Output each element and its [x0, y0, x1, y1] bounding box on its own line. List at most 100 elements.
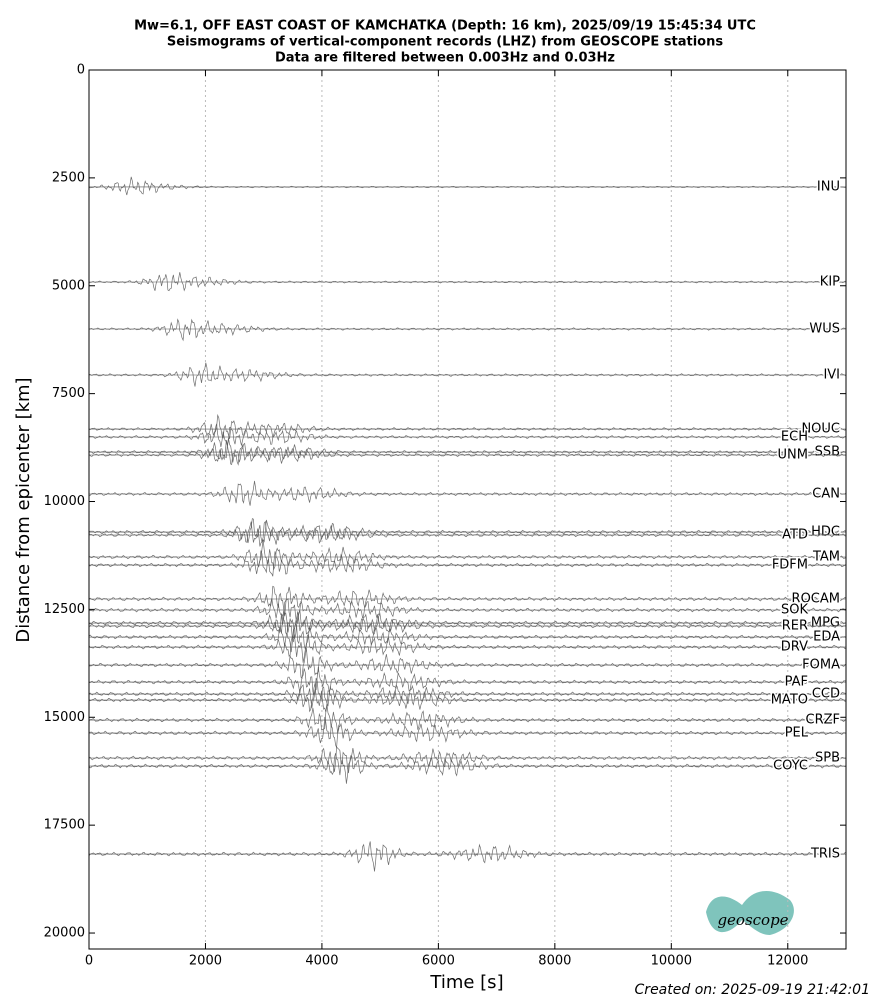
trace — [88, 745, 847, 774]
station-label: HDC — [811, 525, 840, 540]
station-label: TAM — [812, 550, 840, 565]
trace-waveform — [88, 176, 847, 196]
y-tick-label: 2500 — [52, 170, 85, 185]
title-line: Mw=6.1, OFF EAST COAST OF KAMCHATKA (Dep… — [134, 19, 756, 34]
trace — [88, 318, 847, 342]
trace-waveform — [88, 423, 847, 447]
x-tick-label: 12000 — [767, 954, 808, 969]
trace — [88, 597, 847, 625]
trace-waveform — [88, 518, 847, 544]
trace-waveform — [88, 647, 847, 680]
station-label: CRZF — [806, 713, 841, 728]
x-tick-label: 0 — [85, 954, 93, 969]
y-tick-label: 17500 — [44, 818, 85, 833]
station-label: SOK — [781, 603, 808, 618]
trace-waveform — [88, 550, 847, 577]
station-label: NOUC — [801, 422, 840, 437]
trace-waveform — [88, 611, 847, 643]
station-label: DRV — [781, 640, 808, 655]
x-tick-label: 8000 — [538, 954, 571, 969]
station-label: PEL — [785, 726, 809, 741]
station-label: SSB — [815, 445, 840, 460]
trace — [88, 610, 847, 639]
station-label: ATD — [782, 528, 808, 543]
trace — [88, 413, 847, 439]
trace-waveform — [88, 438, 846, 463]
logo: geoscope — [706, 890, 794, 935]
station-label: ROCAM — [792, 591, 840, 606]
trace-waveform — [88, 413, 847, 439]
trace — [88, 272, 847, 292]
station-label: MPG — [811, 616, 840, 631]
x-tick-label: 10000 — [651, 954, 692, 969]
trace-waveform — [88, 634, 847, 663]
trace — [88, 585, 847, 617]
x-tick-label: 4000 — [305, 954, 338, 969]
y-tick-label: 15000 — [44, 710, 85, 725]
y-tick-label: 7500 — [52, 386, 85, 401]
trace — [88, 518, 847, 544]
x-tick-label: 6000 — [422, 954, 455, 969]
station-label: PAF — [785, 675, 808, 690]
station-label: KIP — [820, 275, 840, 290]
y-tick-label: 20000 — [44, 926, 85, 941]
station-label: EDA — [813, 630, 840, 645]
y-tick-label: 0 — [77, 63, 85, 78]
trace — [88, 704, 847, 734]
trace-waveform — [88, 362, 847, 387]
trace-waveform — [88, 585, 847, 617]
trace — [88, 683, 847, 713]
trace — [88, 753, 847, 784]
trace-waveform — [88, 539, 847, 571]
station-label: SPB — [815, 751, 840, 766]
trace — [88, 362, 847, 387]
station-label: INU — [817, 179, 840, 194]
trace — [89, 666, 846, 696]
station-label: CAN — [812, 487, 840, 502]
station-label: FOMA — [802, 658, 840, 673]
trace — [88, 611, 847, 643]
station-label: FDFM — [772, 558, 808, 573]
station-label: COYC — [773, 759, 808, 774]
station-label: MATO — [771, 693, 808, 708]
station-label: IVI — [823, 367, 840, 382]
y-axis-label: Distance from epicenter [km] — [13, 377, 34, 642]
trace-waveform — [88, 480, 847, 506]
trace-waveform — [88, 677, 847, 709]
y-tick-label: 12500 — [44, 602, 85, 617]
trace — [88, 480, 847, 506]
logo-text: geoscope — [717, 911, 788, 929]
x-tick-label: 2000 — [189, 954, 222, 969]
title-line: Seismograms of vertical-component record… — [167, 35, 723, 50]
trace-waveform — [89, 666, 846, 696]
trace — [88, 539, 847, 571]
trace-waveform — [88, 841, 847, 872]
footer: Created on: 2025-09-19 21:42:01 — [635, 982, 870, 998]
trace — [88, 176, 847, 196]
station-label: UNM — [778, 447, 808, 462]
title-line: Data are filtered between 0.003Hz and 0.… — [275, 51, 615, 66]
trace — [88, 550, 847, 577]
trace — [88, 520, 847, 547]
trace — [88, 623, 847, 653]
trace-waveform — [88, 753, 847, 784]
y-tick-label: 10000 — [44, 494, 85, 509]
trace — [88, 647, 847, 680]
trace-waveform — [88, 597, 847, 625]
y-tick-label: 5000 — [52, 278, 85, 293]
trace — [88, 423, 847, 447]
trace-waveform — [88, 716, 847, 748]
station-label: TRIS — [810, 847, 840, 862]
trace-waveform — [88, 683, 847, 713]
station-label: ECH — [781, 430, 808, 445]
trace-waveform — [88, 704, 847, 734]
trace — [88, 440, 847, 466]
trace — [88, 438, 846, 463]
trace-waveform — [88, 318, 847, 342]
trace — [88, 716, 847, 748]
station-label: WUS — [809, 321, 840, 336]
x-axis-label: Time [s] — [429, 972, 503, 993]
station-label: RER — [782, 619, 808, 634]
plot-frame — [88, 69, 847, 950]
